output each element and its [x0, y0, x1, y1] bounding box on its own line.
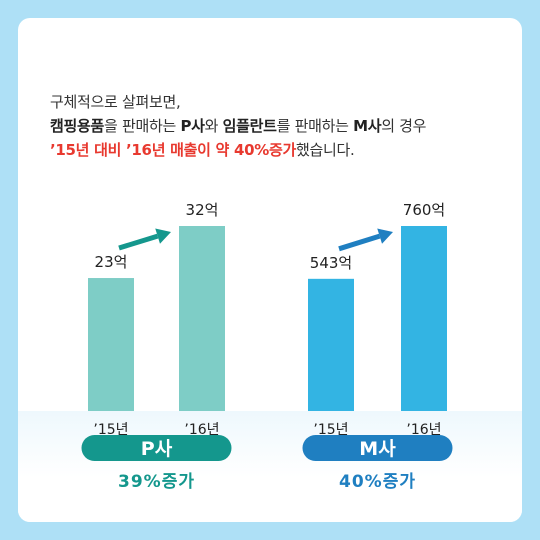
bar-value-label: 23억 — [95, 253, 128, 271]
intro-line-2-segment: 의 경우 — [381, 117, 427, 135]
company-pill — [302, 435, 453, 461]
intro-line-2-segment: M사 — [353, 117, 382, 135]
intro-line-1: 구체적으로 살펴보면, — [50, 93, 181, 111]
intro-line-2-segment: 을 판매하는 — [104, 117, 181, 135]
intro-line-2-segment: 와 — [204, 117, 223, 135]
intro-line-2-segment: 를 판매하는 — [276, 117, 354, 135]
intro-line-3: ’15년 대비 ’16년 매출이 약 40%증가했습니다. — [50, 138, 426, 162]
company-pill — [81, 435, 232, 461]
growth-label: 40%증가 — [339, 472, 416, 492]
bar-charts: 23억 ’15년 32억 ’16년 P사 39%증가 543억 ’15년 760억 ’16년 M사 4… — [81, 201, 453, 492]
growth-arrow-head — [155, 228, 171, 244]
x-tick-label: ’16년 — [406, 422, 441, 438]
bar-1-1 — [401, 226, 447, 411]
bar-value-label: 543억 — [310, 254, 352, 272]
bar-1-0 — [308, 278, 354, 411]
bar-0-0 — [88, 278, 134, 411]
company-name: P사 — [141, 438, 173, 460]
intro-line-3-segment: ’15년 대비 ’16년 매출이 약 40%증가 — [50, 141, 296, 159]
chart-floor — [18, 411, 522, 522]
x-tick-label: ’16년 — [184, 422, 219, 438]
intro-text: 구체적으로 살펴보면, 캠핑용품을 판매하는 P사와 임플란트를 판매하는 M사… — [50, 90, 426, 162]
growth-arrow-shaft — [118, 233, 159, 251]
growth-arrow-head — [377, 228, 393, 244]
intro-line-2-segment: 임플란트 — [222, 117, 277, 135]
growth-arrow-shaft — [338, 233, 381, 252]
intro-line-3-segment: 했습니다. — [295, 141, 355, 159]
intro-line-2: 캠핑용품을 판매하는 P사와 임플란트를 판매하는 M사의 경우 — [50, 114, 426, 138]
x-tick-label: ’15년 — [313, 422, 348, 438]
intro-line-2-segment: P사 — [180, 117, 205, 135]
info-card: 구체적으로 살펴보면, 캠핑용품을 판매하는 P사와 임플란트를 판매하는 M사… — [18, 18, 522, 522]
growth-label: 39%증가 — [118, 472, 195, 492]
intro-line-2-segment: 캠핑용품 — [50, 117, 105, 135]
bar-0-1 — [179, 226, 225, 411]
x-tick-label: ’15년 — [93, 422, 128, 438]
bar-value-label: 32억 — [186, 201, 219, 219]
bar-value-label: 760억 — [403, 201, 445, 219]
company-name: M사 — [359, 438, 396, 460]
